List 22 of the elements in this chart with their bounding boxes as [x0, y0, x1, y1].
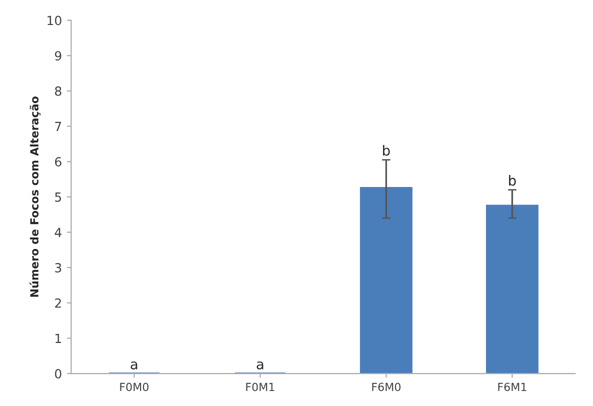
y-axis-title: Número de Focos com Alteração [29, 96, 41, 297]
y-tick-label: 10 [48, 16, 62, 26]
annotation: a [130, 361, 138, 370]
x-tick-label: F6M1 [498, 382, 526, 392]
y-tick-label: 6 [55, 157, 62, 167]
y-tick-label: 5 [55, 192, 62, 202]
y-tick-label: 1 [56, 334, 61, 343]
x-tick-label: F0M1 [246, 382, 274, 392]
y-tick-label: 3 [55, 263, 62, 272]
annotation: b [509, 175, 516, 186]
annotation: b [383, 144, 390, 156]
y-tick-label: 4 [54, 228, 62, 237]
bar [360, 187, 412, 374]
x-tick-label: F6M0 [372, 382, 401, 392]
y-tick-label: 0 [55, 368, 62, 378]
x-tick-label: F0M0 [120, 382, 148, 392]
y-tick-label: 7 [55, 122, 62, 132]
bar [486, 204, 538, 374]
y-tick-label: 8 [55, 86, 62, 96]
annotation: a [256, 361, 264, 370]
y-tick-label: 9 [54, 51, 62, 61]
y-tick-label: 2 [55, 298, 61, 308]
